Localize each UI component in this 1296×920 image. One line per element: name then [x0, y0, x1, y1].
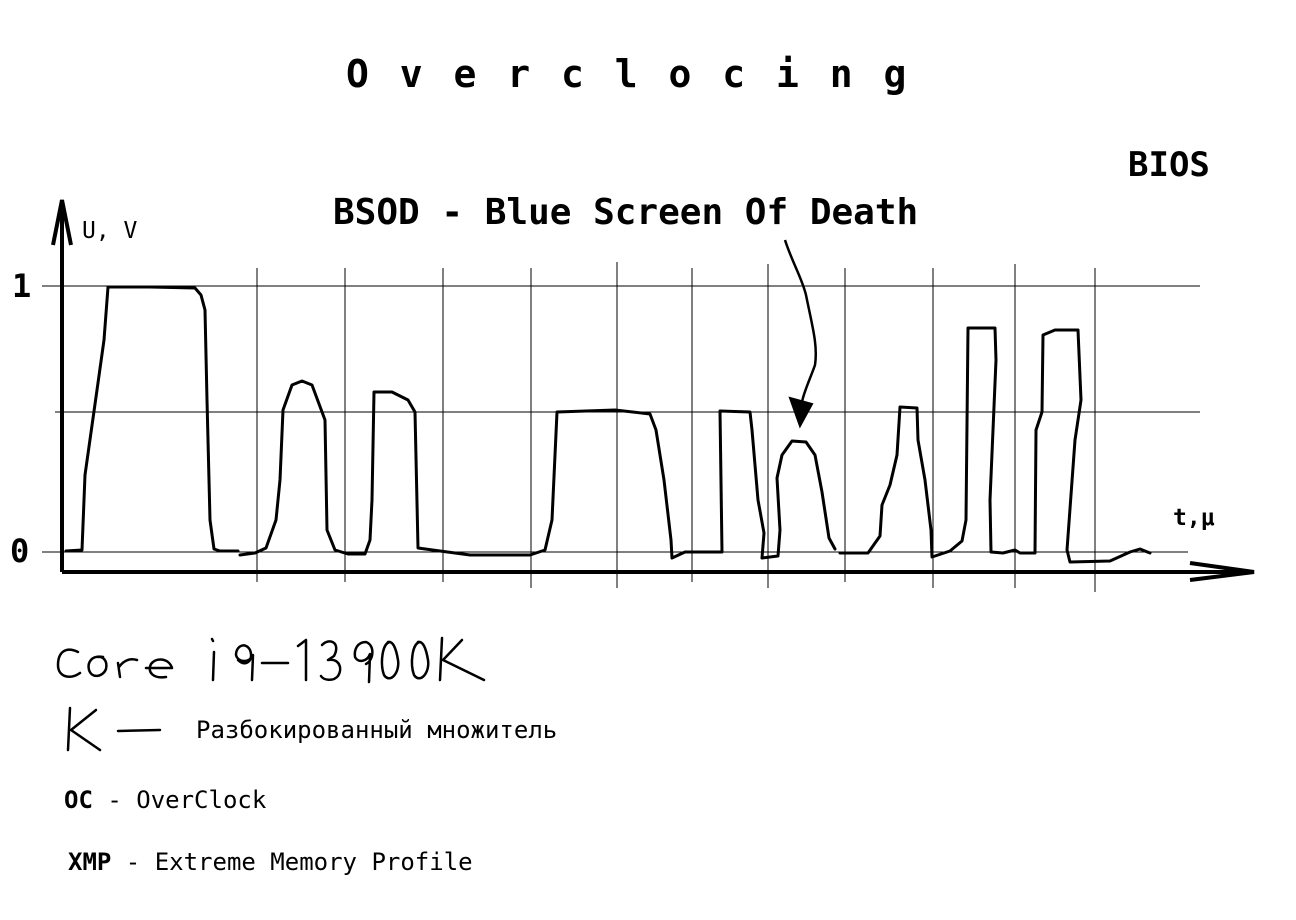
definition-text: - Extreme Memory Profile — [111, 848, 473, 876]
y-axis-arrow — [51, 199, 73, 246]
axes — [51, 199, 1255, 582]
y-tick-label-0: 0 — [10, 532, 30, 570]
k-description: Разбокированный множитель — [196, 716, 558, 744]
definition-abbr: XMP — [68, 848, 112, 876]
page-title: O v e r c l o c i n g — [346, 52, 911, 96]
definition-oc: OC - OverClock — [64, 786, 266, 814]
y-tick-label-1: 1 — [12, 267, 32, 305]
bsod-label: BSOD - Blue Screen Of Death — [333, 192, 919, 233]
grid-lines — [42, 262, 1200, 592]
bios-label: BIOS — [1128, 145, 1210, 185]
definition-xmp: XMP - Extreme Memory Profile — [68, 848, 473, 876]
x-axis-label: t,μ — [1173, 505, 1215, 531]
definition-abbr: OC — [64, 786, 93, 814]
bsod-arrow — [783, 239, 818, 429]
x-axis-arrow — [1189, 561, 1255, 582]
k-handwritten — [66, 706, 162, 752]
voltage-waveform — [64, 285, 1152, 564]
definition-text: - OverClock — [92, 786, 267, 814]
y-axis-label: U, V — [82, 218, 138, 244]
cpu-handwritten — [56, 636, 486, 684]
